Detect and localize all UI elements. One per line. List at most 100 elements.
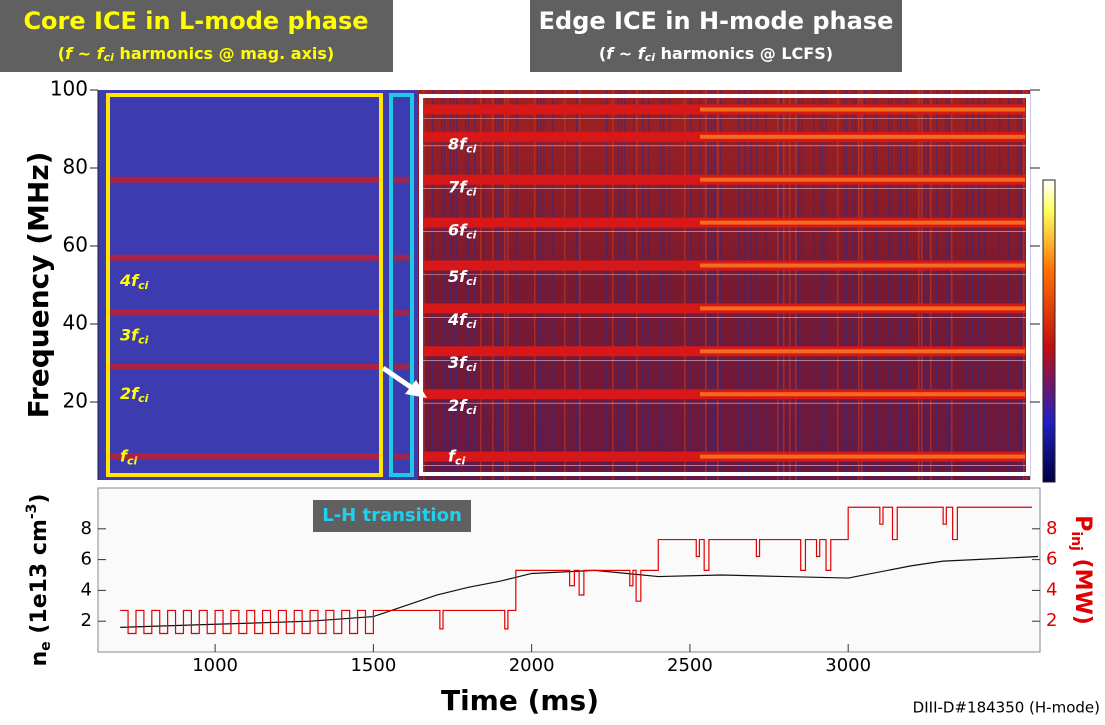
noise-stripe xyxy=(1020,90,1022,480)
x-tick-label: 2000 xyxy=(509,655,555,676)
noise-stripe xyxy=(669,90,671,480)
y2-tick-label: 6 xyxy=(1046,549,1057,570)
y-tick-label: 4 xyxy=(81,579,92,600)
x-tick-label: 1500 xyxy=(350,655,396,676)
x-tick-label: 1000 xyxy=(192,655,238,676)
core-band xyxy=(110,309,380,316)
harmonic-label-main: 8f xyxy=(448,134,468,153)
noise-stripe xyxy=(984,90,986,480)
noise-stripe xyxy=(441,90,443,480)
arrow xyxy=(381,365,417,393)
noise-stripe xyxy=(633,90,635,480)
subtitle-part: f xyxy=(65,44,74,63)
noise-stripe xyxy=(1008,90,1010,480)
noise-stripe xyxy=(999,90,1001,480)
harmonic-label-sub: ci xyxy=(466,143,477,156)
edge-band-core xyxy=(700,263,1025,268)
title-box-left xyxy=(0,0,393,72)
harmonic-label-main: f xyxy=(120,446,129,465)
harmonic-label-main: 3f xyxy=(448,353,468,372)
noise-stripe xyxy=(978,90,980,480)
noise-stripe xyxy=(813,90,815,480)
noise-stripe xyxy=(579,90,581,480)
harmonic-label: 7fci xyxy=(448,177,477,199)
harmonic-label: fci xyxy=(448,446,465,468)
noise-stripe xyxy=(663,90,665,480)
noise-stripe xyxy=(432,90,434,480)
harmonic-label: 2fci xyxy=(448,395,477,417)
noise-stripe xyxy=(936,90,938,480)
noise-stripe xyxy=(537,90,539,480)
noise-stripe xyxy=(423,90,425,480)
core-band xyxy=(110,254,380,261)
series-line xyxy=(120,506,1032,635)
noise-stripe xyxy=(1017,90,1019,480)
annotation: L-H transition xyxy=(322,505,462,526)
subtitle-part: harmonics @ mag. axis) xyxy=(114,44,334,63)
noise-stripe xyxy=(714,90,716,480)
y-tick-label: 8 xyxy=(81,518,92,539)
y-tick-label: 6 xyxy=(81,549,92,570)
noise-stripe xyxy=(660,90,662,480)
noise-stripe xyxy=(516,90,518,480)
noise-stripe xyxy=(453,90,455,480)
noise-stripe xyxy=(765,90,767,480)
noise-stripe xyxy=(444,90,446,480)
noise-stripe xyxy=(819,90,821,480)
noise-stripe xyxy=(846,90,848,480)
edge-band-core xyxy=(700,107,1025,112)
noise-stripe xyxy=(972,90,974,480)
noise-stripe xyxy=(891,90,893,480)
y-axis-label-part: (1e13 cm xyxy=(27,519,52,641)
transition-band xyxy=(393,309,411,316)
y2-axis-label-part: (MW) xyxy=(1070,551,1095,625)
subtitle-part: ci xyxy=(645,51,656,64)
noise-stripe xyxy=(873,90,875,480)
noise-stripe xyxy=(924,90,926,480)
noise-stripe xyxy=(876,90,878,480)
subtitle-part: ci xyxy=(104,51,115,64)
noise-stripe xyxy=(564,90,566,480)
harmonic-label-sub: ci xyxy=(127,455,138,468)
noise-stripe xyxy=(744,90,746,480)
noise-stripe xyxy=(483,90,485,480)
noise-stripe xyxy=(504,90,506,480)
noise-stripe xyxy=(552,90,554,480)
harmonic-label-sub: ci xyxy=(466,318,477,331)
y-tick-label: 2 xyxy=(81,610,92,631)
y2-axis-label: Pinj (MW) xyxy=(1068,515,1095,625)
noise-stripe xyxy=(930,90,932,480)
harmonic-label: 4fci xyxy=(447,310,477,332)
edge-band-core xyxy=(700,306,1025,311)
edge-background xyxy=(418,90,1030,480)
noise-stripe xyxy=(906,90,908,480)
core-band xyxy=(110,453,380,460)
noise-stripe xyxy=(783,90,785,480)
edge-band-core xyxy=(700,349,1025,354)
noise-stripe xyxy=(618,90,620,480)
subtitle-right: (f ~ fci harmonics @ LCFS) xyxy=(599,44,833,65)
y-tick-label: 80 xyxy=(63,155,88,179)
noise-stripe xyxy=(705,90,707,480)
harmonic-label-sub: ci xyxy=(466,275,477,288)
harmonic-label-main: 3f xyxy=(120,325,140,344)
footnote: DIII-D#184350 (H-mode) xyxy=(913,699,1100,717)
noise-stripe xyxy=(948,90,950,480)
harmonic-label: 4fci xyxy=(119,271,149,293)
noise-stripe xyxy=(900,90,902,480)
noise-stripe xyxy=(495,90,497,480)
subtitle-part: ~ xyxy=(613,44,638,63)
transition-band xyxy=(393,176,411,183)
edge-band-core xyxy=(700,177,1025,182)
noise-stripe xyxy=(711,90,713,480)
harmonic-label: 3fci xyxy=(448,353,477,375)
noise-stripe xyxy=(534,90,536,480)
harmonic-label-main: 4f xyxy=(447,310,468,329)
noise-stripe xyxy=(606,90,608,480)
noise-stripe xyxy=(507,90,509,480)
noise-stripe xyxy=(717,90,719,480)
noise-stripe xyxy=(780,90,782,480)
y-tick-label: 20 xyxy=(63,389,88,413)
harmonic-label-sub: ci xyxy=(466,404,477,417)
noise-stripe xyxy=(720,90,722,480)
